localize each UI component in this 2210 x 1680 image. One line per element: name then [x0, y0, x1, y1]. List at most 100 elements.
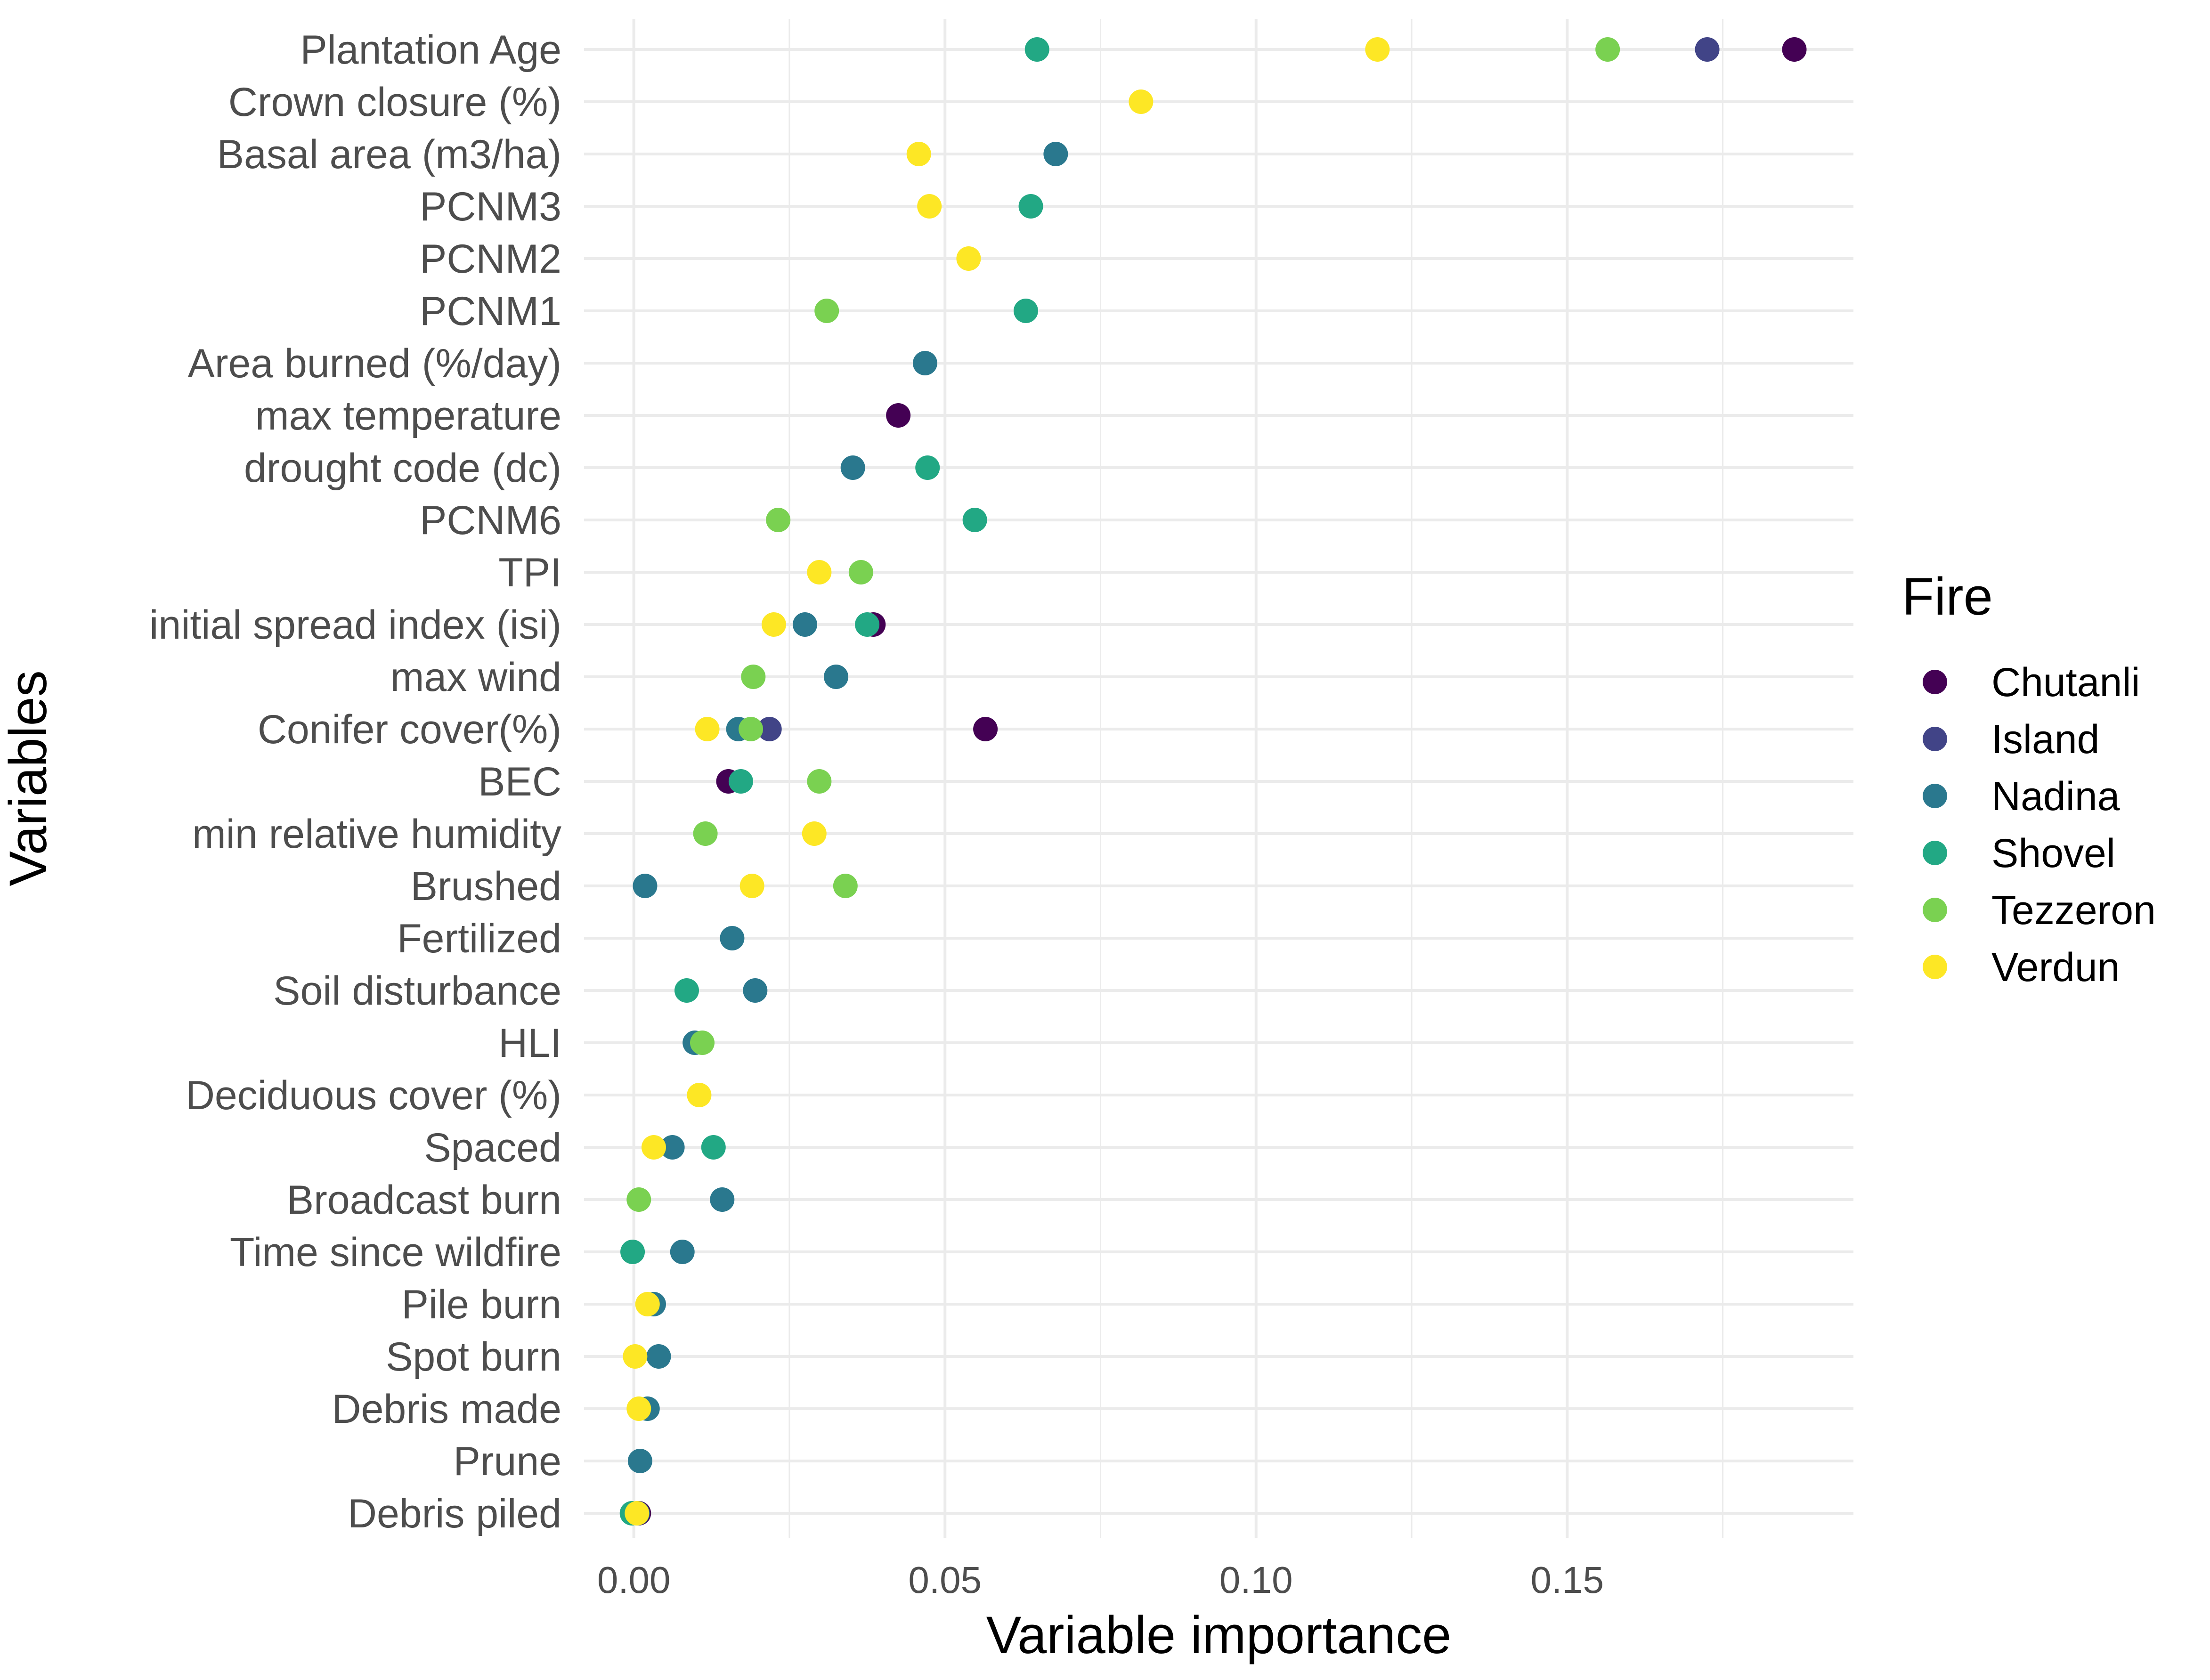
data-point — [743, 978, 768, 1003]
data-point — [626, 1396, 651, 1421]
y-tick-label: max temperature — [255, 393, 561, 438]
data-point — [690, 1031, 715, 1055]
data-point — [728, 769, 753, 794]
y-tick-label: drought code (dc) — [244, 446, 561, 491]
data-point — [848, 560, 873, 584]
y-tick-label: Fertilized — [397, 916, 561, 961]
y-tick-label: Plantation Age — [300, 27, 561, 73]
y-tick-label: max wind — [390, 655, 561, 700]
x-tick-label: 0.15 — [1530, 1559, 1604, 1601]
y-tick-label: initial spread index (isi) — [149, 602, 561, 648]
grid — [584, 19, 1853, 1538]
y-tick-label: BEC — [478, 759, 561, 804]
data-point — [807, 769, 832, 794]
y-tick-label: Conifer cover(%) — [258, 707, 561, 752]
legend-swatch — [1923, 841, 1947, 865]
data-point — [1595, 37, 1620, 62]
y-tick-label: Basal area (m3/ha) — [217, 132, 561, 177]
data-point — [739, 874, 764, 898]
legend-label: Verdun — [1991, 945, 2120, 990]
data-point — [693, 821, 718, 846]
y-tick-label: Debris made — [332, 1387, 561, 1432]
data-point — [623, 1344, 648, 1369]
data-point — [660, 1135, 685, 1160]
data-point — [670, 1240, 695, 1264]
data-point — [886, 403, 911, 428]
data-point — [741, 665, 766, 689]
data-point — [757, 717, 782, 741]
y-tick-label: Prune — [454, 1439, 562, 1484]
data-point — [973, 717, 998, 741]
data-point — [720, 926, 745, 950]
legend-title: Fire — [1902, 567, 1993, 626]
y-tick-label: HLI — [498, 1021, 561, 1066]
data-point — [1024, 37, 1049, 62]
y-tick-label: Brushed — [411, 864, 561, 909]
data-point — [646, 1344, 671, 1369]
x-tick-label: 0.05 — [908, 1559, 982, 1601]
y-tick-label: Deciduous cover (%) — [186, 1073, 561, 1118]
data-point — [833, 874, 858, 898]
y-tick-label: Pile burn — [402, 1282, 561, 1327]
data-points — [619, 37, 1807, 1526]
x-tick-label: 0.10 — [1219, 1559, 1293, 1601]
y-tick-label: PCNM6 — [420, 498, 561, 543]
legend-label: Island — [1991, 717, 2100, 762]
data-point — [641, 1135, 666, 1160]
data-point — [855, 612, 880, 637]
data-point — [1695, 37, 1720, 62]
x-axis-title: Variable importance — [986, 1606, 1452, 1664]
legend-label: Chutanli — [1991, 660, 2140, 705]
data-point — [633, 874, 658, 898]
data-point — [917, 194, 942, 219]
y-tick-label: PCNM3 — [420, 184, 561, 229]
data-point — [824, 665, 849, 689]
data-point — [1365, 37, 1390, 62]
y-tick-label: Debris piled — [348, 1491, 561, 1536]
data-point — [962, 508, 987, 532]
data-point — [739, 717, 764, 741]
data-point — [1018, 194, 1043, 219]
data-point — [915, 455, 940, 480]
y-tick-label: Spaced — [424, 1125, 561, 1170]
y-tick-label: min relative humidity — [192, 812, 561, 857]
data-point — [687, 1083, 712, 1107]
legend-label: Tezzeron — [1991, 888, 2156, 933]
data-point — [625, 1501, 650, 1526]
x-axis-tick-labels: 0.00 0.05 0.10 0.15 — [597, 1559, 1604, 1601]
legend-label: Shovel — [1991, 831, 2115, 876]
data-point — [674, 978, 699, 1003]
data-point — [1782, 37, 1807, 62]
legend-swatch — [1923, 898, 1947, 922]
y-tick-label: PCNM2 — [420, 236, 561, 282]
data-point — [1013, 299, 1038, 323]
data-point — [620, 1240, 645, 1264]
x-tick-label: 0.00 — [597, 1559, 671, 1601]
data-point — [807, 560, 832, 584]
data-point — [635, 1292, 660, 1316]
legend-swatch — [1923, 955, 1947, 979]
legend-swatch — [1923, 670, 1947, 694]
data-point — [710, 1187, 735, 1212]
y-axis-tick-labels: Plantation Age Crown closure (%) Basal are… — [149, 27, 561, 1536]
data-point — [802, 821, 827, 846]
data-point — [956, 246, 981, 271]
y-tick-label: PCNM1 — [420, 289, 561, 334]
data-point — [792, 612, 817, 637]
y-tick-label: TPI — [498, 550, 561, 595]
data-point — [695, 717, 720, 741]
data-point — [761, 612, 786, 637]
data-point — [1043, 142, 1068, 166]
y-tick-label: Spot burn — [386, 1334, 561, 1380]
data-point — [912, 351, 937, 375]
legend-swatch — [1923, 784, 1947, 808]
y-tick-label: Crown closure (%) — [228, 80, 561, 125]
data-point — [906, 142, 931, 166]
legend: Fire Chutanli Island Nadina Shovel Tezzeron V… — [1902, 567, 2156, 990]
y-axis-title: Variables — [0, 670, 57, 886]
y-tick-label: Soil disturbance — [273, 968, 561, 1014]
data-point — [626, 1187, 651, 1212]
y-tick-label: Time since wildfire — [230, 1230, 561, 1275]
legend-swatch — [1923, 727, 1947, 751]
